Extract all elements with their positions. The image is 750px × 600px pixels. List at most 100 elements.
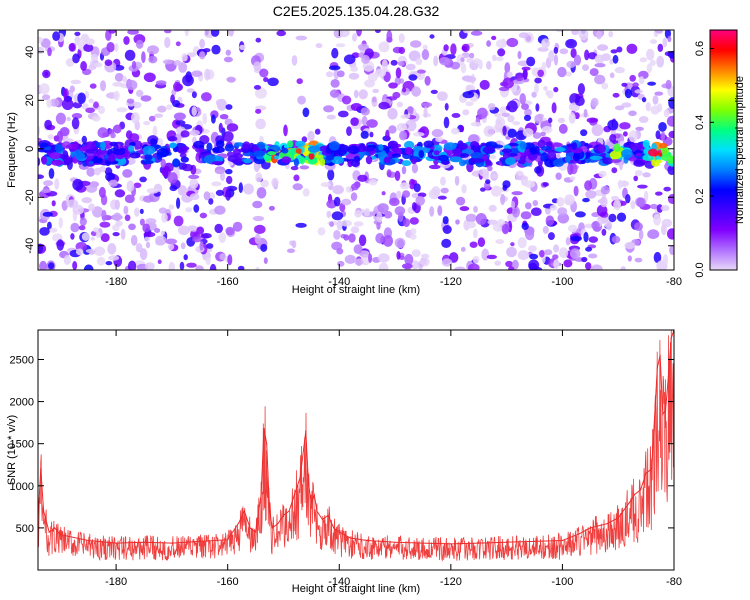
heatmap-cell	[614, 105, 625, 111]
heatmap-ridge-cell	[179, 146, 190, 151]
heatmap-cell	[93, 101, 99, 109]
heatmap-cell	[328, 65, 341, 71]
heatmap-ridge-cell	[401, 160, 412, 167]
heatmap-cell	[333, 230, 341, 240]
heatmap-cell	[584, 180, 593, 191]
heatmap-ridge-cell	[410, 158, 417, 165]
heatmap-cell	[356, 30, 362, 37]
heatmap-cell	[142, 223, 151, 233]
heatmap-cell	[666, 228, 674, 240]
heatmap-cell	[343, 54, 356, 65]
heatmap-cell	[160, 158, 166, 168]
heatmap-cell	[105, 172, 116, 182]
heatmap-cell	[199, 51, 206, 60]
heatmap-cell	[161, 212, 168, 223]
heatmap-cell	[599, 196, 608, 208]
snr-data-point	[43, 510, 45, 512]
heatmap-cell	[340, 220, 353, 227]
spectrogram-frame	[37, 29, 675, 271]
heatmap-cell	[502, 125, 507, 136]
snr-frame	[37, 329, 675, 571]
heatmap-cell	[588, 236, 598, 243]
snr-data-point	[255, 531, 257, 533]
heatmap-cell	[565, 237, 571, 246]
heatmap-cell	[609, 134, 617, 143]
heatmap-cell	[462, 91, 475, 99]
heatmap-cell	[79, 217, 87, 226]
heatmap-cell	[317, 227, 326, 236]
heatmap-cell	[254, 233, 261, 245]
heatmap-cell	[143, 72, 156, 83]
heatmap-cell	[657, 43, 664, 52]
heatmap-cell	[128, 223, 136, 231]
heatmap-cell	[323, 105, 335, 113]
heatmap-cell	[72, 53, 80, 64]
heatmap-cell	[39, 227, 50, 236]
heatmap-ridge-cell	[623, 154, 629, 164]
heatmap-cell	[642, 172, 651, 178]
heatmap-cell	[209, 263, 217, 270]
heatmap-cell	[232, 221, 243, 232]
heatmap-cell	[625, 194, 631, 204]
heatmap-cell	[199, 38, 206, 49]
heatmap-cell	[74, 31, 81, 36]
heatmap-ridge-cell	[459, 153, 469, 158]
heatmap-cell	[557, 66, 567, 78]
heatmap-cell	[122, 75, 127, 83]
heatmap-cell	[465, 101, 474, 107]
heatmap-cell	[86, 167, 95, 177]
heatmap-ridge-cell	[667, 155, 674, 164]
heatmap-cell	[396, 251, 401, 260]
heatmap-cell	[460, 57, 465, 62]
heatmap-ridge-cell	[552, 142, 563, 147]
heatmap-cell	[201, 92, 212, 102]
heatmap-cell	[97, 127, 109, 139]
heatmap-cell	[653, 213, 661, 226]
heatmap-cell	[388, 82, 398, 89]
heatmap-ridge-cell	[362, 147, 375, 152]
heatmap-cell	[398, 33, 405, 44]
heatmap-cell	[140, 95, 152, 102]
snr-noise-trace	[38, 330, 674, 562]
heatmap-ridge-cell	[142, 160, 154, 165]
heatmap-cell	[228, 30, 235, 37]
heatmap-cell	[344, 254, 356, 264]
heatmap-cell	[226, 76, 236, 83]
snr-data-point	[578, 533, 580, 535]
snr-data-point	[670, 337, 672, 339]
heatmap-cell	[517, 237, 527, 249]
heatmap-ridge-cell	[281, 156, 292, 164]
heatmap-cell	[600, 185, 610, 195]
heatmap-cell	[591, 124, 604, 137]
heatmap-cell	[225, 226, 235, 236]
heatmap-cell	[150, 138, 158, 146]
heatmap-ridge-cell	[195, 148, 205, 153]
heatmap-cell	[341, 95, 352, 105]
heatmap-cell	[375, 233, 385, 244]
heatmap-cell	[506, 71, 513, 78]
heatmap-cell	[368, 253, 373, 263]
heatmap-cell	[116, 107, 128, 113]
heatmap-cell	[154, 113, 163, 118]
heatmap-ridge-cell	[128, 145, 134, 153]
heatmap-cell	[332, 185, 344, 195]
heatmap-ridge-cell	[621, 149, 633, 159]
heatmap-cell	[339, 202, 346, 212]
heatmap-cell	[451, 113, 461, 118]
heatmap-cell	[628, 130, 638, 143]
heatmap-ridge-cell	[440, 160, 450, 165]
heatmap-cell	[430, 89, 438, 94]
heatmap-cell	[139, 208, 144, 214]
heatmap-cell	[541, 40, 546, 49]
heatmap-cell	[256, 187, 267, 199]
heatmap-cell	[577, 83, 586, 95]
heatmap-cell	[350, 117, 359, 126]
heatmap-cell	[108, 255, 120, 261]
heatmap-cell	[113, 212, 122, 222]
heatmap-ridge-cell	[544, 141, 553, 147]
heatmap-ridge-cell	[597, 144, 606, 154]
heatmap-ridge-cell	[224, 144, 235, 152]
snr-data-point	[271, 527, 273, 529]
heatmap-cell	[570, 48, 577, 59]
heatmap-cell	[619, 160, 623, 171]
